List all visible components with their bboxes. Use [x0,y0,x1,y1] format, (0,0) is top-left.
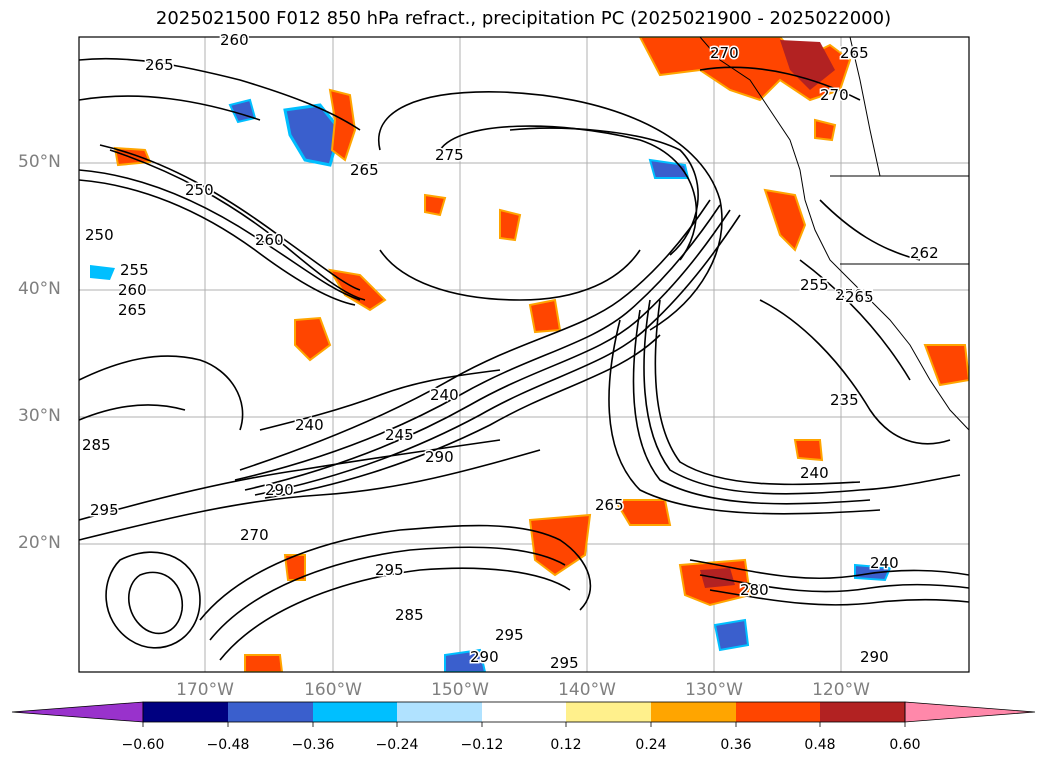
contour-label: 240 [800,464,829,482]
lon-label-160w: 160°W [304,680,362,700]
precip-patch-mid-red [499,208,522,242]
contour-label: 285 [395,606,424,624]
lon-label-120w: 120°W [812,680,870,700]
precip-patch-bottom-red [244,654,284,672]
colorbar-seg-5 [482,702,566,722]
contour-label: 255 [800,276,829,294]
plot-area [79,37,969,672]
lon-label-170w: 170°W [176,680,234,700]
contour-label: 260 [118,281,147,299]
contour-label: 245 [385,426,414,444]
precip-patch-mid-red2 [528,298,562,334]
colorbar-seg-2 [228,702,313,722]
colorbar-seg-4 [397,702,482,722]
contour-label: 270 [240,526,269,544]
precip-patch-front-red [328,268,387,312]
precip-patch-bottom-blue [444,648,487,672]
contour-label: 265 [840,44,869,62]
contour-label: 290 [265,481,294,499]
contour-label: 260 [220,31,249,49]
contour-label: 285 [82,436,111,454]
precip-patch-red-bc [424,193,447,217]
contour-label: 290 [470,648,499,666]
precip-patch-purple [713,618,750,652]
contour-label: 265 [845,288,874,306]
colorbar-seg-7 [651,702,736,722]
colorbar-tick-label: −0.36 [291,737,335,753]
colorbar-seg-3 [313,702,397,722]
precip-patch-coast-red [763,188,807,252]
contour-label: 262 [910,244,939,262]
contour-label: 270 [710,44,739,62]
precip-patch-cal-red [923,344,969,387]
colorbar-tick-label: 0.36 [720,737,752,753]
contour-label: 295 [495,626,524,644]
colorbar-extend-high [904,701,1036,723]
precip-patch-aleutian-blue [283,103,342,167]
lat-label-20n: 20°N [18,533,61,553]
precip-patch-alaska-core [780,40,835,90]
plot-frame [78,36,970,673]
precip-patch-subtrop-red2 [613,499,672,526]
lat-label-50n: 50°N [18,152,61,172]
contour-label: 290 [860,648,889,666]
contour-label: 295 [375,561,404,579]
contour-label: 280 [740,581,769,599]
contour-label: 250 [85,226,114,244]
colorbar [11,701,1036,727]
map-title: 2025021500 F012 850 hPa refract., precip… [155,8,892,29]
refractivity-contours [79,57,969,661]
contour-label: 295 [550,654,579,672]
contour-label: 235 [830,391,859,409]
colorbar-seg-8 [736,702,820,722]
precip-patch-blue-w [90,265,115,280]
contour-label: 240 [430,386,459,404]
lat-label-30n: 30°N [18,406,61,426]
colorbar-seg-1 [143,702,228,722]
contour-label: 295 [90,501,119,519]
colorbar-seg-6 [566,702,651,722]
precip-patch-red-s1 [793,439,824,462]
contour-label: 265 [145,56,174,74]
contour-label: 240 [870,554,899,572]
contour-label: 260 [255,231,284,249]
colorbar-tick-label: 0.48 [804,737,836,753]
lon-label-130w: 130°W [685,680,743,700]
precip-patch-aleutian-red [328,88,357,162]
contour-label: 265 [118,301,147,319]
colorbar-tick-label: 0.12 [550,737,582,753]
contour-label: 250 [185,181,214,199]
contour-label: 290 [425,448,454,466]
contour-label: 240 [295,416,324,434]
colorbar-tick-label: −0.12 [460,737,504,753]
colorbar-tick-label: −0.60 [121,737,165,753]
colorbar-tick-label: 0.60 [889,737,921,753]
contour-label: 255 [120,261,149,279]
precip-patch-red-ne [814,118,837,142]
colorbar-extend-low [11,701,144,723]
contour-label: 250 [835,286,864,304]
colorbar-tick-label: −0.48 [206,737,250,753]
lon-label-150w: 150°W [431,680,489,700]
gridlines [79,37,969,672]
contour-label: 270 [820,86,849,104]
colorbar-tick-label: 0.24 [635,737,667,753]
precip-patch-central-red [294,316,332,362]
coastlines [699,37,969,431]
contour-label: 275 [435,146,464,164]
contour-label: 265 [350,161,379,179]
lat-label-40n: 40°N [18,279,61,299]
contour-label: 265 [595,496,624,514]
lon-label-140w: 140°W [558,680,616,700]
colorbar-seg-9 [820,702,905,722]
colorbar-tick-label: −0.24 [375,737,419,753]
